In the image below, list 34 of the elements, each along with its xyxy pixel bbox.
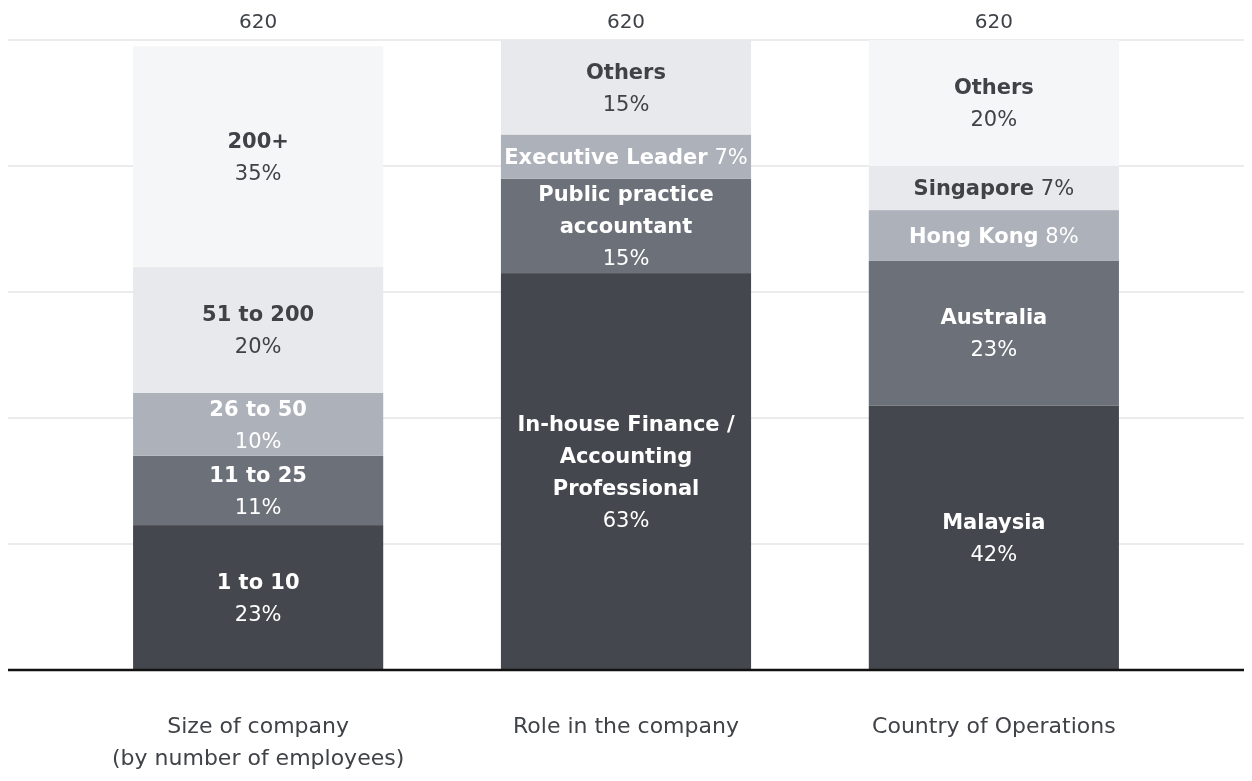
series-label: Malaysia [942, 510, 1046, 535]
series-label: Public practice accountant [538, 182, 714, 239]
series-label: Singapore [913, 176, 1035, 201]
series-label: Others [953, 75, 1034, 100]
data-label: 11% [234, 494, 282, 519]
series-label: 11 to 25 [209, 462, 307, 487]
series-label: Executive Leader [504, 144, 709, 169]
series-label: Others [586, 59, 666, 84]
series-label: Hong Kong [909, 223, 1039, 248]
data-label: 23% [970, 337, 1018, 362]
data-label: 7% [707, 144, 748, 169]
data-label: 63% [602, 507, 650, 532]
series-label: Australia [940, 305, 1048, 330]
data-label: 42% [970, 542, 1018, 567]
series-label: In-house Finance / Accounting Professional [517, 411, 735, 500]
data-label: 7% [1034, 176, 1075, 201]
x-tick-label: Size of company (by number of employees) [112, 713, 405, 770]
data-label: 8% [1038, 223, 1079, 248]
text: 620 [974, 9, 1013, 33]
data-label: 20% [970, 107, 1018, 132]
x-tick-label: Role in the company [513, 713, 739, 738]
data-label: 15% [602, 91, 650, 116]
text: 620 [606, 9, 646, 33]
text: 620 [239, 9, 278, 33]
x-tick-label: Country of Operations [872, 713, 1116, 738]
data-label: 15% [602, 246, 650, 271]
series-label: 51 to 200 [202, 302, 315, 327]
data-label: 10% [234, 428, 282, 453]
data-label: 20% [234, 334, 282, 359]
series-label: 1 to 10 [216, 569, 300, 594]
series-label: 200+ [227, 128, 289, 153]
data-label: 23% [234, 601, 282, 626]
series-label: 26 to 50 [209, 396, 307, 421]
data-label: 35% [234, 160, 282, 185]
